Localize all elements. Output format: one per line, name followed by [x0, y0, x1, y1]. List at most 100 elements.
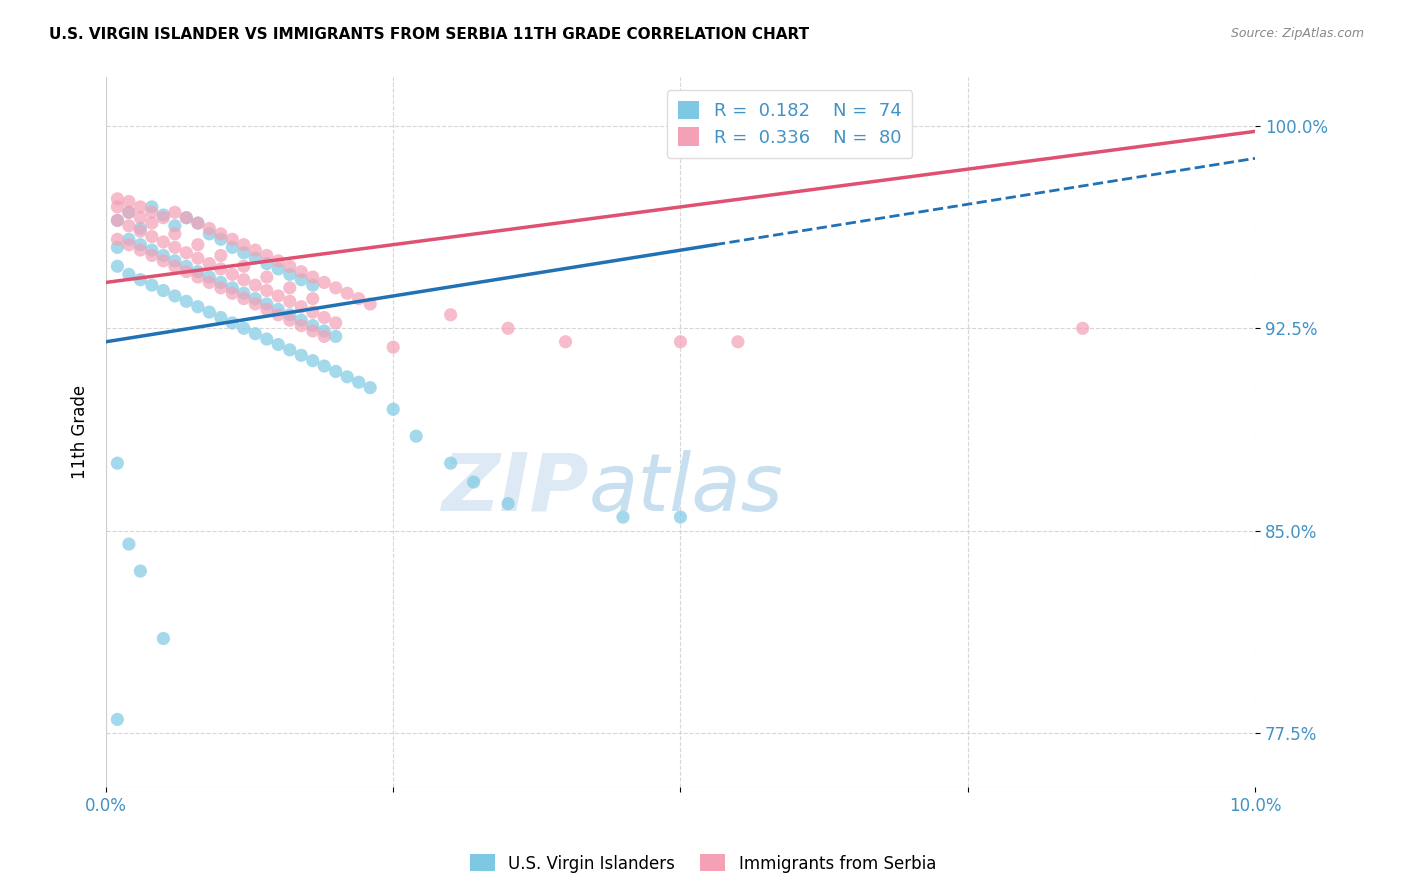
Point	[405, 429, 427, 443]
Point	[141, 229, 163, 244]
Point	[232, 237, 254, 252]
Point	[209, 232, 232, 246]
Point	[221, 281, 243, 295]
Point	[463, 475, 485, 489]
Point	[267, 308, 290, 322]
Legend: U.S. Virgin Islanders, Immigrants from Serbia: U.S. Virgin Islanders, Immigrants from S…	[464, 847, 942, 880]
Point	[209, 248, 232, 262]
Point	[118, 537, 141, 551]
Point	[301, 353, 323, 368]
Point	[209, 227, 232, 241]
Point	[669, 334, 692, 349]
Point	[232, 321, 254, 335]
Point	[198, 227, 221, 241]
Point	[278, 281, 301, 295]
Point	[301, 278, 323, 293]
Point	[221, 232, 243, 246]
Point	[176, 211, 198, 225]
Point	[290, 300, 312, 314]
Y-axis label: 11th Grade: 11th Grade	[72, 385, 89, 479]
Point	[163, 219, 186, 233]
Point	[314, 329, 336, 343]
Point	[118, 268, 141, 282]
Point	[256, 256, 278, 270]
Point	[118, 232, 141, 246]
Point	[336, 286, 359, 301]
Point	[325, 316, 347, 330]
Point	[301, 324, 323, 338]
Point	[325, 281, 347, 295]
Point	[669, 510, 692, 524]
Point	[187, 237, 209, 252]
Point	[245, 278, 267, 293]
Point	[496, 497, 519, 511]
Point	[347, 376, 370, 390]
Point	[278, 259, 301, 273]
Point	[105, 192, 128, 206]
Point	[359, 381, 381, 395]
Point	[209, 262, 232, 277]
Point	[336, 369, 359, 384]
Point	[198, 276, 221, 290]
Point	[290, 265, 312, 279]
Text: Source: ZipAtlas.com: Source: ZipAtlas.com	[1230, 27, 1364, 40]
Point	[129, 224, 152, 238]
Point	[256, 297, 278, 311]
Point	[440, 456, 463, 470]
Point	[314, 359, 336, 373]
Point	[347, 292, 370, 306]
Point	[301, 292, 323, 306]
Point	[325, 329, 347, 343]
Point	[141, 205, 163, 219]
Point	[278, 268, 301, 282]
Point	[198, 256, 221, 270]
Point	[278, 343, 301, 357]
Point	[290, 313, 312, 327]
Point	[163, 240, 186, 254]
Point	[176, 265, 198, 279]
Point	[290, 348, 312, 362]
Point	[232, 292, 254, 306]
Point	[267, 262, 290, 277]
Point	[141, 243, 163, 257]
Point	[152, 248, 174, 262]
Point	[198, 270, 221, 285]
Point	[612, 510, 634, 524]
Point	[105, 713, 128, 727]
Point	[245, 297, 267, 311]
Point	[118, 219, 141, 233]
Point	[176, 294, 198, 309]
Point	[496, 321, 519, 335]
Point	[187, 216, 209, 230]
Point	[314, 324, 336, 338]
Point	[314, 310, 336, 325]
Point	[163, 253, 186, 268]
Point	[245, 251, 267, 265]
Point	[152, 253, 174, 268]
Point	[301, 305, 323, 319]
Point	[129, 200, 152, 214]
Point	[118, 237, 141, 252]
Legend: R =  0.182    N =  74, R =  0.336    N =  80: R = 0.182 N = 74, R = 0.336 N = 80	[666, 90, 912, 158]
Point	[105, 240, 128, 254]
Point	[221, 240, 243, 254]
Point	[118, 205, 141, 219]
Point	[209, 276, 232, 290]
Point	[727, 334, 749, 349]
Point	[176, 245, 198, 260]
Point	[232, 245, 254, 260]
Point	[232, 273, 254, 287]
Point	[176, 211, 198, 225]
Point	[278, 308, 301, 322]
Point	[359, 297, 381, 311]
Point	[245, 326, 267, 341]
Point	[232, 259, 254, 273]
Point	[187, 300, 209, 314]
Point	[129, 243, 152, 257]
Point	[278, 294, 301, 309]
Point	[152, 211, 174, 225]
Point	[198, 305, 221, 319]
Point	[141, 200, 163, 214]
Point	[256, 302, 278, 317]
Point	[129, 221, 152, 235]
